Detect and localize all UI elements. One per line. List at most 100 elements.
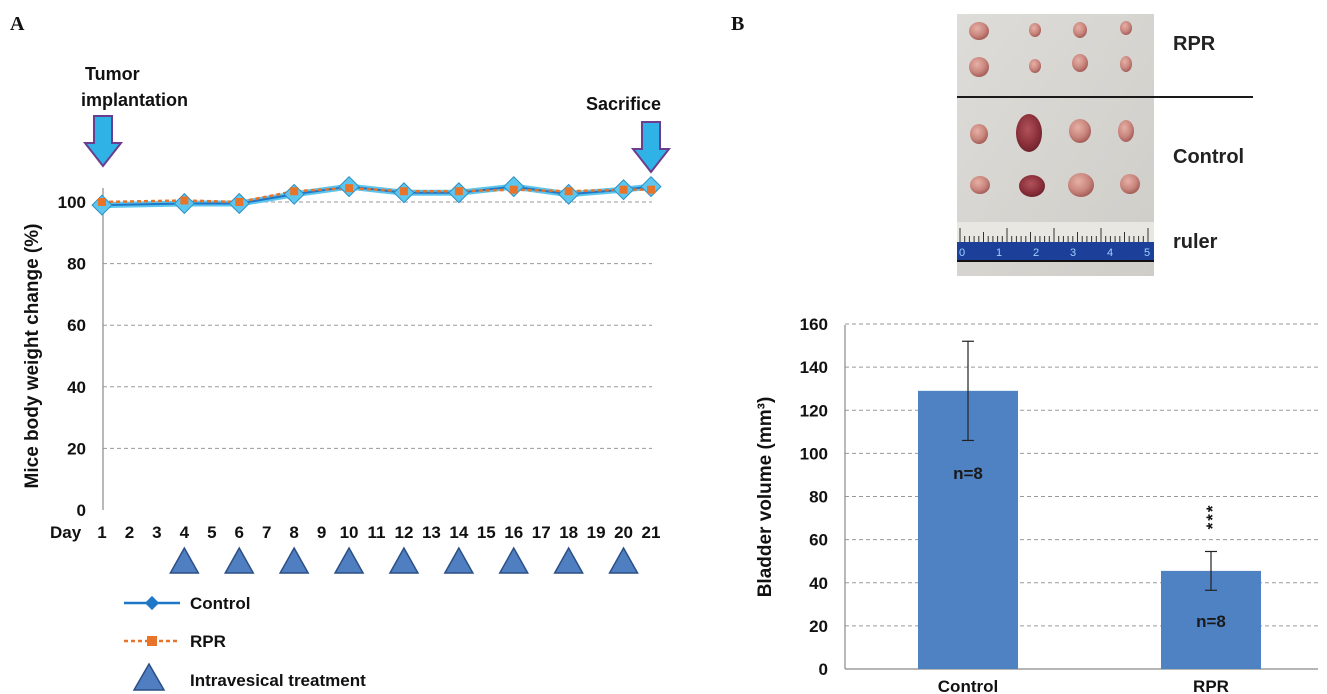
x-tick-label: 3 [152, 523, 161, 542]
y-tick-label: 120 [800, 401, 828, 420]
y-gridlines [103, 201, 652, 449]
tumor-implantation-label-line1: Tumor [85, 64, 140, 84]
y-tick-label: 80 [809, 488, 828, 507]
treatment-triangle [443, 546, 475, 574]
x-tick-label: 16 [504, 523, 523, 542]
x-axis-prefix: Day [50, 523, 82, 542]
y-tick-label: 40 [67, 378, 86, 397]
ruler: 0 1 2 3 4 5 [957, 222, 1154, 262]
rpr-tumor-row [969, 21, 1132, 77]
x-tick-label: 13 [422, 523, 441, 542]
treatment-triangle [553, 546, 584, 574]
tumor-sample [1068, 173, 1094, 197]
treatment-triangle [278, 546, 310, 574]
x-tick-label: 21 [642, 523, 661, 542]
x-tick-label: 2 [125, 523, 134, 542]
diamond-marker-icon [144, 595, 160, 611]
x-tick-label: 20 [614, 523, 633, 542]
ruler-number: 4 [1107, 247, 1113, 259]
y-tick-label: 60 [809, 531, 828, 550]
ruler-number: 0 [959, 247, 965, 259]
series-layer [91, 175, 662, 216]
treatment-triangle [498, 546, 530, 574]
y-tick-label: 60 [67, 316, 86, 335]
tumor-sample [1019, 175, 1045, 197]
y-tick-label: 100 [800, 444, 828, 463]
rpr-point [290, 187, 299, 196]
tumor-sample [1069, 119, 1091, 143]
y-tick-label: 100 [58, 193, 86, 212]
tumor-sample [1120, 21, 1132, 35]
y-tick-label: 0 [77, 501, 86, 520]
rpr-point [180, 196, 189, 205]
treatment-triangle [608, 546, 639, 574]
ruler-number: 3 [1070, 247, 1076, 259]
bladder-volume-chart: 0 20 40 60 80 100 120 140 160 Bladder volume (mm… [755, 315, 1318, 694]
rpr-point [98, 198, 106, 206]
panel-letter-a: A [10, 13, 25, 35]
tumor-sample [1120, 56, 1132, 72]
rpr-point [509, 185, 518, 194]
tumor-sample [1118, 120, 1134, 142]
ruler-number: 5 [1144, 247, 1150, 259]
bar-count-label: n=8 [1196, 612, 1226, 631]
legend: Control RPR Intravesical treatment [124, 594, 366, 691]
y-tick-label: 40 [809, 574, 828, 593]
y-tick-labels: 0 20 40 60 80 100 [58, 193, 86, 520]
tumor-sample [1072, 54, 1088, 72]
sacrifice-annotation: Sacrifice [586, 94, 672, 174]
significance-marker: *** [1203, 504, 1222, 530]
x-tick-label: 1 [97, 523, 106, 542]
x-tick-label: 6 [235, 523, 244, 542]
panel-letter-b: B [731, 13, 744, 35]
ruler-scale [957, 222, 1154, 242]
down-arrow-icon [82, 115, 124, 168]
y-axis-title: Mice body weight change (%) [22, 224, 43, 489]
x-tick-label: 18 [559, 523, 578, 542]
y-tick-label: 80 [67, 255, 86, 274]
x-tick-label: Control [938, 677, 998, 694]
legend-item-treatment: Intravesical treatment [132, 662, 366, 691]
y-tick-label: 20 [809, 617, 828, 636]
treatment-triangle [223, 546, 255, 574]
y-tick-labels: 0 20 40 60 80 100 120 140 160 [800, 315, 828, 679]
weight-chart: 0 20 40 60 80 100 Mice body weight change (%)… [22, 64, 672, 691]
x-tick-label: 15 [477, 523, 496, 542]
tumor-sample [1073, 22, 1087, 38]
bar-count-label: n=8 [953, 464, 983, 483]
rpr-point [647, 185, 655, 194]
tumor-implantation-label-line2: implantation [81, 90, 188, 110]
photo-label-rpr: RPR [1173, 33, 1216, 55]
rpr-point [454, 187, 463, 196]
x-tick-label: 12 [394, 523, 413, 542]
ruler-number: 2 [1033, 247, 1039, 259]
treatment-triangle [388, 546, 420, 574]
rpr-point [235, 198, 244, 206]
ruler-band [957, 242, 1154, 260]
square-marker-icon [147, 636, 157, 646]
x-tick-label: 10 [340, 523, 359, 542]
ruler-numbers: 0 1 2 3 4 5 [959, 247, 1150, 259]
tumor-sample [970, 124, 988, 144]
sacrifice-label: Sacrifice [586, 94, 661, 114]
y-tick-label: 160 [800, 315, 828, 334]
bars-layer: n=8 Control n=8 RPR *** [918, 340, 1261, 694]
x-tick-label: 19 [587, 523, 606, 542]
x-tick-label: RPR [1193, 677, 1229, 694]
x-tick-label: 8 [289, 523, 298, 542]
tumor-sample [1029, 23, 1041, 37]
photo-label-control: Control [1173, 146, 1244, 168]
triangle-icon [132, 662, 166, 691]
y-tick-label: 140 [800, 358, 828, 377]
rpr-point [619, 185, 628, 194]
y-tick-label: 0 [819, 660, 828, 679]
legend-item-rpr: RPR [124, 632, 226, 651]
x-tick-label: 5 [207, 523, 216, 542]
treatment-triangle [169, 546, 200, 574]
tumor-implantation-annotation: Tumor implantation [81, 64, 188, 168]
x-tick-label: 14 [449, 523, 468, 542]
legend-label-control: Control [190, 594, 250, 613]
legend-item-control: Control [124, 594, 250, 613]
tumor-sample [1016, 114, 1042, 152]
